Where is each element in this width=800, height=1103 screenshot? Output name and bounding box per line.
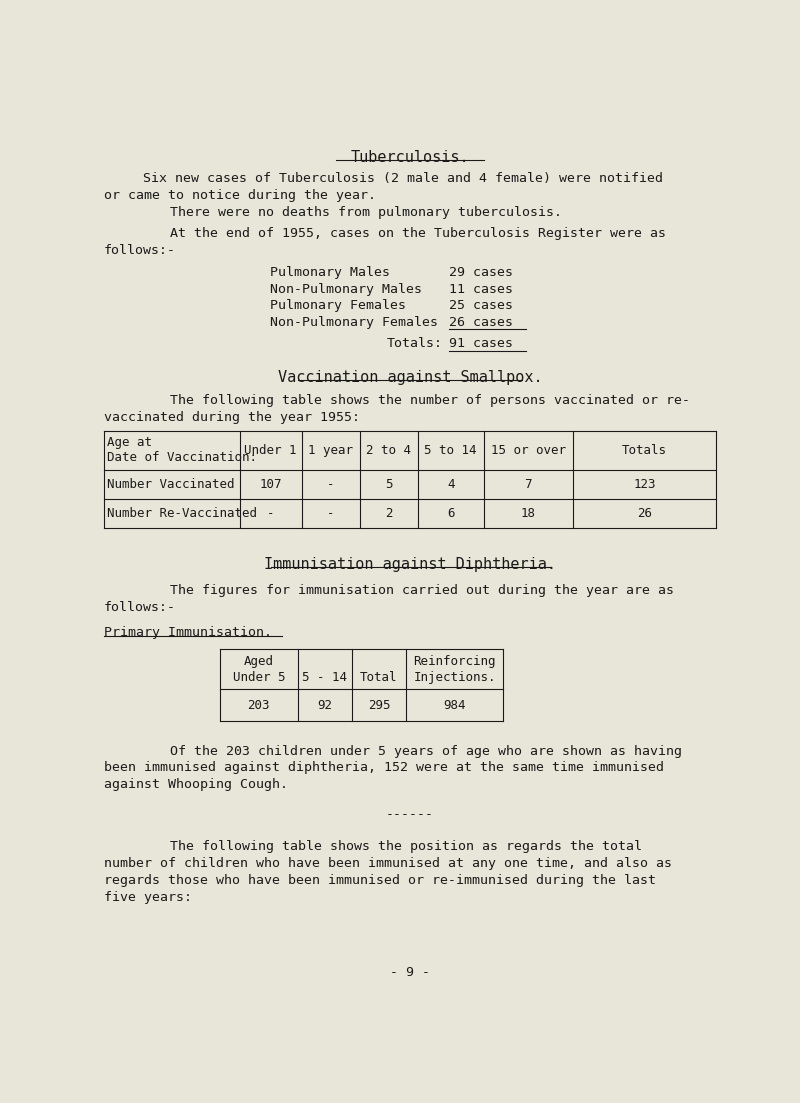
Text: 18: 18 xyxy=(521,507,536,520)
Text: Vaccination against Smallpox.: Vaccination against Smallpox. xyxy=(278,370,542,385)
Text: -: - xyxy=(266,507,274,520)
Text: 107: 107 xyxy=(259,478,282,491)
Text: Of the 203 children under 5 years of age who are shown as having: Of the 203 children under 5 years of age… xyxy=(170,745,682,758)
Text: 2: 2 xyxy=(385,507,393,520)
Text: Non-Pulmonary Females: Non-Pulmonary Females xyxy=(270,317,438,330)
Text: Totals: Totals xyxy=(622,443,667,457)
Text: At the end of 1955, cases on the Tuberculosis Register were as: At the end of 1955, cases on the Tubercu… xyxy=(170,227,666,240)
Text: Six new cases of Tuberculosis (2 male and 4 female) were notified: Six new cases of Tuberculosis (2 male an… xyxy=(142,172,662,184)
Text: 1 year: 1 year xyxy=(308,443,353,457)
Text: Totals:: Totals: xyxy=(386,338,442,350)
Text: Under 5: Under 5 xyxy=(233,671,285,684)
Text: 5 to 14: 5 to 14 xyxy=(425,443,477,457)
Text: 29 cases: 29 cases xyxy=(449,266,513,279)
Text: 7: 7 xyxy=(525,478,532,491)
Text: There were no deaths from pulmonary tuberculosis.: There were no deaths from pulmonary tube… xyxy=(170,205,562,218)
Text: number of children who have been immunised at any one time, and also as: number of children who have been immunis… xyxy=(104,857,672,870)
Text: been immunised against diphtheria, 152 were at the same time immunised: been immunised against diphtheria, 152 w… xyxy=(104,761,664,774)
Text: Aged: Aged xyxy=(244,655,274,668)
Text: Primary Immunisation.: Primary Immunisation. xyxy=(104,625,272,639)
Text: 15 or over: 15 or over xyxy=(490,443,566,457)
Text: regards those who have been immunised or re-immunised during the last: regards those who have been immunised or… xyxy=(104,874,656,887)
Text: Tuberculosis.: Tuberculosis. xyxy=(350,150,470,165)
Text: Under 1: Under 1 xyxy=(244,443,297,457)
Text: five years:: five years: xyxy=(104,891,192,903)
Text: Injections.: Injections. xyxy=(414,671,496,684)
Text: 6: 6 xyxy=(447,507,454,520)
Text: Pulmonary Males: Pulmonary Males xyxy=(270,266,390,279)
Text: 91 cases: 91 cases xyxy=(449,338,513,350)
Text: follows:-: follows:- xyxy=(104,244,176,257)
Text: ------: ------ xyxy=(386,807,434,821)
Text: Reinforcing: Reinforcing xyxy=(414,655,496,668)
Text: 25 cases: 25 cases xyxy=(449,299,513,312)
Text: 5 - 14: 5 - 14 xyxy=(302,671,347,684)
Text: Number Re-Vaccinated: Number Re-Vaccinated xyxy=(107,507,257,520)
Text: The following table shows the position as regards the total: The following table shows the position a… xyxy=(170,840,642,853)
Text: against Whooping Cough.: against Whooping Cough. xyxy=(104,779,288,791)
Text: Date of Vaccination:: Date of Vaccination: xyxy=(107,451,257,464)
Text: 123: 123 xyxy=(633,478,656,491)
Text: follows:-: follows:- xyxy=(104,601,176,614)
Text: 92: 92 xyxy=(318,698,332,711)
Text: 11 cases: 11 cases xyxy=(449,282,513,296)
Text: 4: 4 xyxy=(447,478,454,491)
Text: 295: 295 xyxy=(368,698,390,711)
Text: The figures for immunisation carried out during the year are as: The figures for immunisation carried out… xyxy=(170,585,674,598)
Text: 984: 984 xyxy=(443,698,466,711)
Text: 5: 5 xyxy=(385,478,393,491)
Text: Non-Pulmonary Males: Non-Pulmonary Males xyxy=(270,282,422,296)
Text: Pulmonary Females: Pulmonary Females xyxy=(270,299,406,312)
Text: The following table shows the number of persons vaccinated or re-: The following table shows the number of … xyxy=(170,394,690,407)
Text: vaccinated during the year 1955:: vaccinated during the year 1955: xyxy=(104,411,360,424)
Text: - 9 -: - 9 - xyxy=(390,966,430,979)
Text: -: - xyxy=(327,478,334,491)
Text: Age at: Age at xyxy=(107,436,152,449)
Text: 26 cases: 26 cases xyxy=(449,317,513,330)
Text: Immunisation against Diphtheria.: Immunisation against Diphtheria. xyxy=(264,557,556,572)
Text: Total: Total xyxy=(360,671,398,684)
Text: 26: 26 xyxy=(637,507,652,520)
Text: -: - xyxy=(327,507,334,520)
Text: 2 to 4: 2 to 4 xyxy=(366,443,411,457)
Text: Number Vaccinated: Number Vaccinated xyxy=(107,478,234,491)
Text: or came to notice during the year.: or came to notice during the year. xyxy=(104,189,376,202)
Text: 203: 203 xyxy=(248,698,270,711)
